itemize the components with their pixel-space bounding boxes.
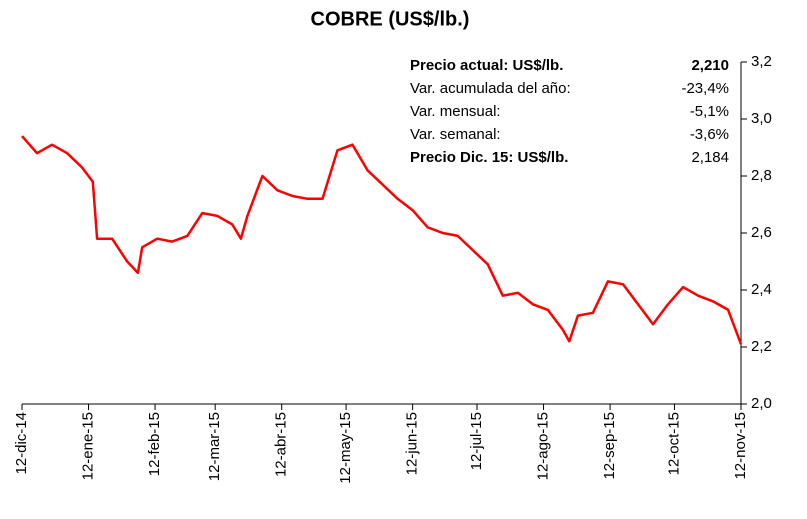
info-value: -3,6%: [690, 126, 729, 143]
x-tick-label: 12-feb-15: [146, 412, 163, 476]
x-tick-label: 12-jun-15: [404, 412, 421, 475]
y-tick-label: 2,4: [751, 281, 772, 298]
x-tick-label: 12-ago-15: [535, 412, 552, 480]
x-tick-label: 12-may-15: [337, 412, 354, 484]
info-value: -5,1%: [690, 103, 729, 120]
price-line: [21, 135, 743, 345]
y-tick-label: 2,8: [751, 167, 772, 184]
x-tick-label: 12-sep-15: [601, 412, 618, 480]
x-tick-label: 12-jul-15: [468, 412, 485, 470]
info-value: -23,4%: [681, 80, 729, 97]
y-tick-label: 3,0: [751, 110, 772, 127]
info-label: Var. semanal:: [410, 126, 501, 143]
info-label: Var. mensual:: [410, 103, 501, 120]
x-tick-label: 12-mar-15: [206, 412, 223, 481]
info-value: 2,210: [691, 57, 729, 74]
y-tick-label: 2,6: [751, 224, 772, 241]
info-label: Precio actual: US$/lb.: [410, 57, 563, 74]
x-tick-label: 12-dic-14: [13, 412, 30, 475]
chart-title: COBRE (US$/lb.): [311, 8, 470, 30]
x-tick-label: 12-oct-15: [665, 412, 682, 475]
info-value: 2,184: [691, 149, 729, 166]
x-tick-label: 12-abr-15: [273, 412, 290, 477]
info-label: Precio Dic. 15: US$/lb.: [410, 149, 568, 166]
y-tick-label: 2,2: [751, 338, 772, 355]
info-label: Var. acumulada del año:: [410, 80, 571, 97]
y-tick-label: 2,0: [751, 395, 772, 412]
y-tick-label: 3,2: [751, 53, 772, 70]
x-tick-label: 12-nov-15: [732, 412, 749, 480]
x-tick-label: 12-ene-15: [80, 412, 97, 480]
